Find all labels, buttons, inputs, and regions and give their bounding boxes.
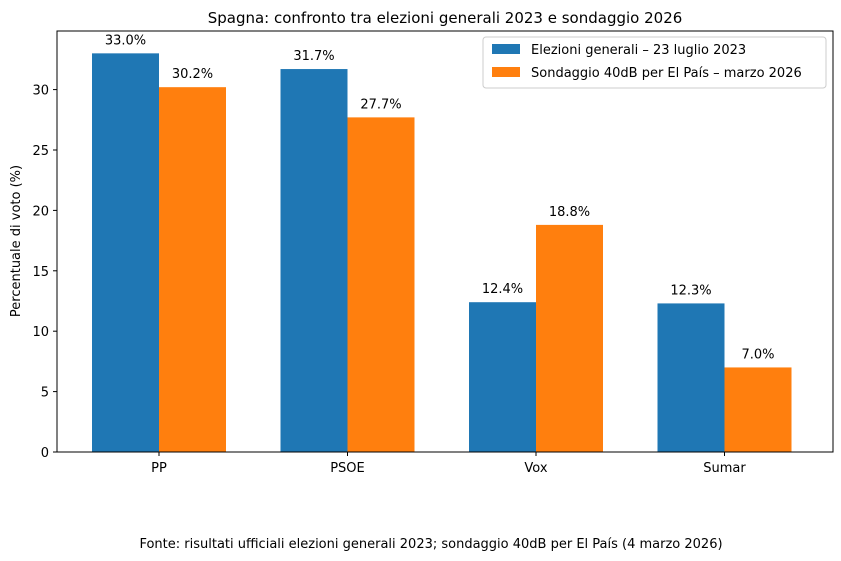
y-tick-label-30: 30: [32, 84, 49, 99]
legend-swatch-elezioni-2023: [492, 44, 520, 54]
x-tick-label-pp: PP: [151, 461, 167, 476]
bar-label-psoe-series-1: 27.7%: [360, 97, 401, 112]
source-footnote: Fonte: risultati ufficiali elezioni gene…: [139, 537, 722, 552]
chart-title: Spagna: confronto tra elezioni generali …: [208, 9, 683, 27]
bar-sumar-series-0: [657, 303, 725, 452]
y-tick-label-5: 5: [41, 386, 49, 401]
bar-vox-series-0: [469, 302, 536, 452]
y-tick-label-25: 25: [32, 144, 49, 159]
bars-group: [92, 53, 792, 453]
y-axis: 0 5 10 15 20 25 30: [32, 84, 57, 461]
bar-label-psoe-series-0: 31.7%: [293, 49, 334, 64]
legend-label-elezioni-2023: Elezioni generali – 23 luglio 2023: [531, 43, 746, 58]
y-tick-label-20: 20: [32, 204, 49, 219]
bar-label-sumar-series-0: 12.3%: [670, 283, 711, 298]
bar-labels-group: 33.0% 30.2% 31.7% 27.7% 12.4% 18.8% 12.3% 7.0%: [105, 33, 775, 362]
bar-label-pp-series-0: 33.0%: [105, 33, 146, 48]
bar-label-vox-series-0: 12.4%: [482, 282, 523, 297]
y-tick-label-10: 10: [32, 325, 49, 340]
bar-label-pp-series-1: 30.2%: [172, 67, 213, 82]
x-tick-label-psoe: PSOE: [330, 461, 365, 476]
bar-pp-series-0: [92, 53, 159, 453]
bar-label-sumar-series-1: 7.0%: [741, 347, 774, 362]
x-tick-label-sumar: Sumar: [703, 461, 746, 476]
y-tick-label-0: 0: [41, 446, 49, 461]
bar-psoe-series-0: [280, 69, 348, 452]
legend-box: [482, 36, 827, 89]
legend: Elezioni generali – 23 luglio 2023 Sonda…: [482, 36, 827, 89]
bar-psoe-series-1: [347, 117, 415, 453]
x-axis: PP PSOE Vox Sumar: [151, 452, 746, 476]
x-tick-label-vox: Vox: [524, 461, 547, 476]
plot-frame: [56, 30, 834, 453]
bar-sumar-series-1: [724, 367, 792, 452]
y-axis-label: Percentuale di voto (%): [9, 165, 24, 317]
bar-label-vox-series-1: 18.8%: [549, 205, 590, 220]
bar-vox-series-1: [536, 224, 603, 452]
legend-label-sondaggio-2026: Sondaggio 40dB per El País – marzo 2026: [531, 66, 802, 81]
y-tick-label-15: 15: [32, 265, 49, 280]
legend-swatch-sondaggio-2026: [492, 67, 520, 77]
bar-pp-series-1: [159, 87, 226, 453]
